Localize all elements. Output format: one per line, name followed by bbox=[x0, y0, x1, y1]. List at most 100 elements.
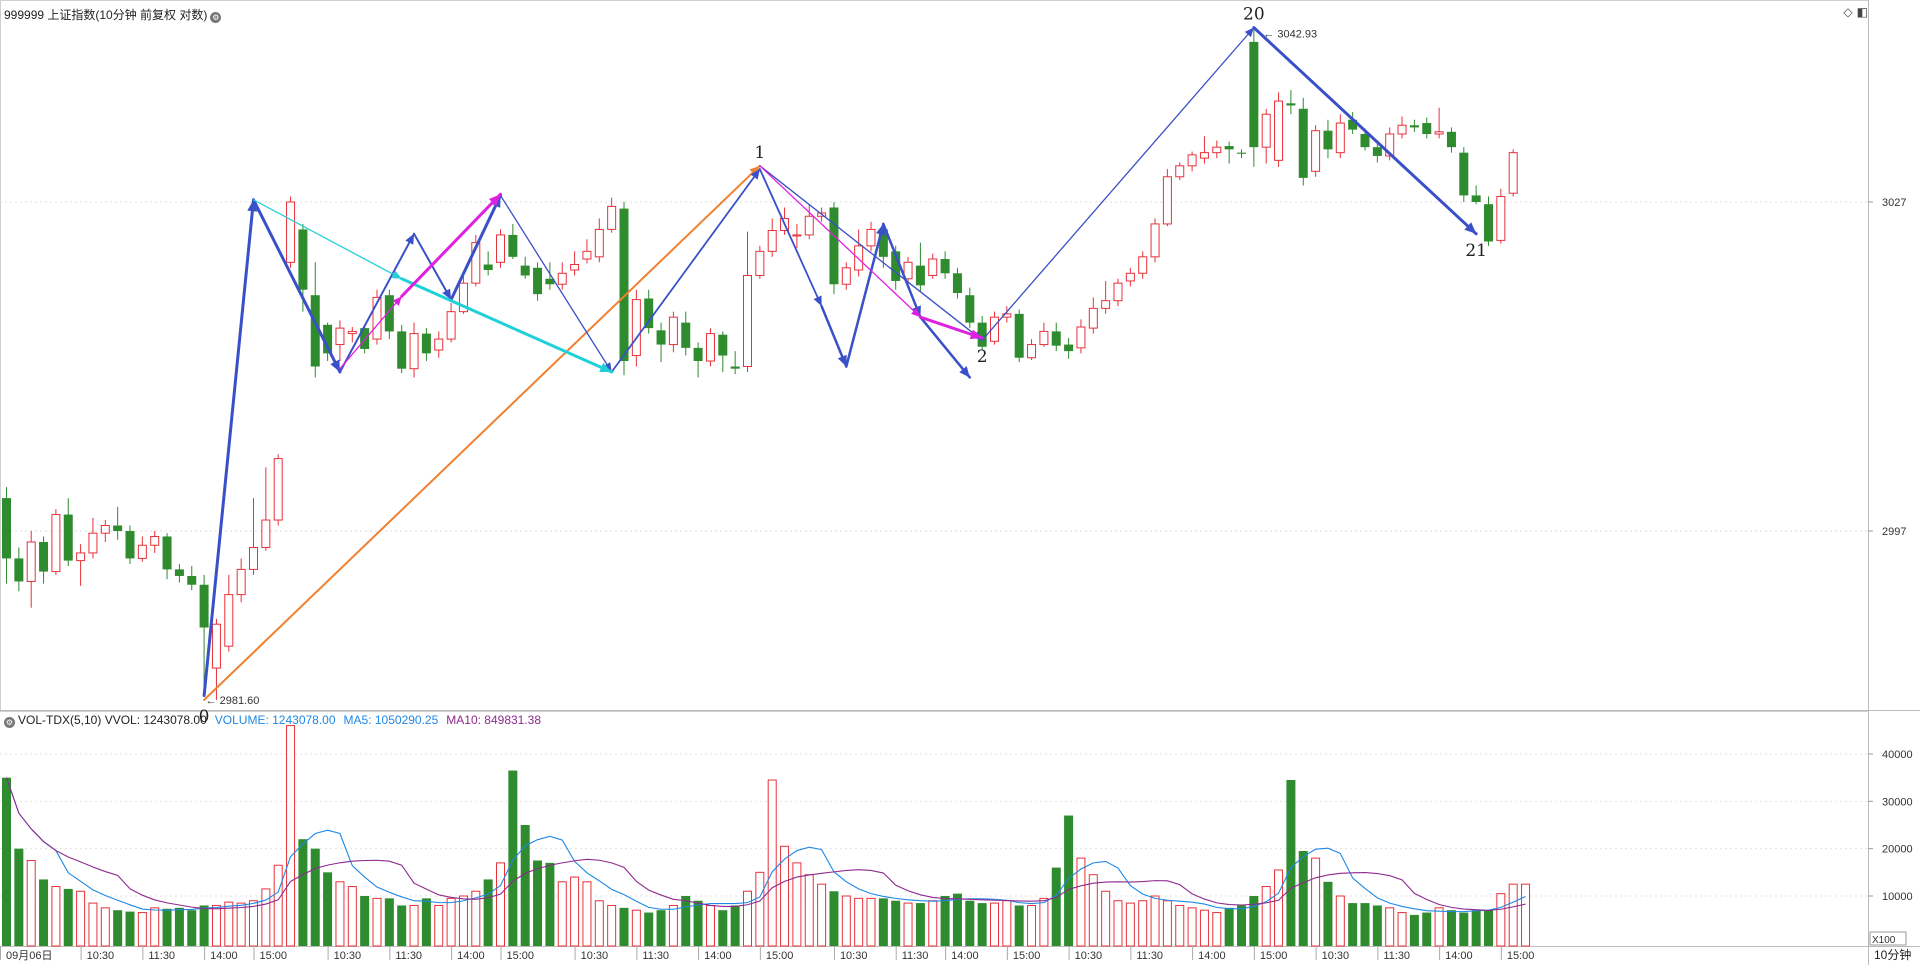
volume-bar bbox=[545, 862, 555, 946]
volume-bar bbox=[224, 901, 234, 947]
volume-bar bbox=[780, 845, 790, 947]
candle bbox=[804, 204, 814, 240]
candle-body bbox=[1360, 134, 1370, 148]
candle bbox=[137, 536, 147, 562]
volume-bar bbox=[137, 912, 147, 947]
candle bbox=[1237, 149, 1246, 159]
volume-bar bbox=[88, 902, 98, 947]
wave-line bbox=[610, 168, 761, 373]
volume-bar bbox=[1286, 780, 1296, 946]
candle bbox=[1224, 141, 1234, 164]
candle bbox=[1101, 280, 1111, 314]
wave-label: 0 bbox=[199, 707, 210, 727]
volume-bar bbox=[434, 904, 444, 947]
candle-body bbox=[693, 347, 703, 362]
volume-bar bbox=[323, 872, 333, 946]
candle bbox=[1014, 309, 1024, 363]
volume-bar bbox=[928, 900, 938, 947]
candle bbox=[1027, 339, 1037, 360]
candle-body bbox=[496, 234, 505, 263]
wave-arrowhead bbox=[330, 359, 340, 372]
candle-body bbox=[384, 295, 394, 332]
candle-body bbox=[1311, 130, 1321, 172]
volume-bar bbox=[76, 890, 86, 947]
candle-body bbox=[1125, 272, 1135, 282]
candle-body bbox=[866, 228, 876, 247]
candle-body bbox=[1076, 326, 1086, 349]
candle bbox=[1434, 107, 1444, 139]
volume-bar bbox=[421, 898, 431, 946]
volume-bar bbox=[1446, 910, 1456, 946]
candle bbox=[631, 289, 641, 367]
wave-line bbox=[203, 164, 761, 701]
candle bbox=[1508, 149, 1518, 197]
candle-body bbox=[520, 265, 530, 276]
candle-body bbox=[545, 278, 555, 285]
candle bbox=[162, 533, 172, 580]
volume-bar bbox=[582, 881, 592, 947]
candle-body bbox=[1385, 133, 1395, 157]
chart-title: 999999 上证指数(10分钟 前复权 对数) ⚙ bbox=[4, 6, 222, 23]
volume-bar bbox=[792, 862, 802, 947]
gear-icon[interactable]: ⚙ bbox=[210, 12, 222, 23]
volume-bar bbox=[1237, 905, 1246, 946]
candle bbox=[1496, 188, 1506, 244]
volume-bar bbox=[1298, 851, 1308, 946]
candle bbox=[384, 289, 394, 340]
volume-bar bbox=[384, 898, 394, 946]
candle bbox=[952, 267, 962, 299]
volume-tick-label: 20000 bbox=[1882, 844, 1913, 856]
candle-body bbox=[1064, 344, 1074, 352]
candle bbox=[2, 487, 11, 584]
volume-bar bbox=[1496, 893, 1506, 947]
volume-bar bbox=[668, 904, 678, 947]
candle-body bbox=[1335, 122, 1345, 154]
candle-body bbox=[829, 207, 839, 285]
candle bbox=[100, 520, 110, 542]
volume-bar bbox=[990, 902, 999, 947]
volume-bar bbox=[51, 886, 61, 947]
volume-bar bbox=[1249, 896, 1259, 946]
candle bbox=[1409, 119, 1419, 132]
window-icon[interactable]: ◧ bbox=[1856, 5, 1868, 19]
wave-line bbox=[339, 295, 403, 370]
volume-bar bbox=[1064, 815, 1074, 946]
volume-bar bbox=[1150, 895, 1160, 947]
wave-arrowhead bbox=[599, 362, 612, 373]
candle-body bbox=[1446, 131, 1456, 148]
volume-bar bbox=[730, 905, 740, 946]
candle-body bbox=[26, 541, 36, 582]
volume-bar bbox=[940, 896, 950, 946]
candle bbox=[63, 498, 73, 567]
wave-line bbox=[1252, 26, 1478, 236]
candle-body bbox=[990, 316, 999, 342]
candle-body bbox=[1348, 119, 1358, 130]
volume-bar bbox=[705, 904, 715, 947]
volume-bar bbox=[1014, 905, 1024, 946]
volume-bar bbox=[26, 860, 36, 947]
volume-bar bbox=[718, 910, 728, 946]
candle-body bbox=[1162, 176, 1172, 225]
volume-bar bbox=[681, 896, 691, 946]
volume-bar bbox=[471, 890, 481, 947]
wave-arrowhead bbox=[749, 165, 760, 177]
vol-title: VOL-TDX(5,10) VVOL: 1243078.00 bbox=[18, 713, 207, 727]
wave-label: 2 bbox=[977, 347, 988, 367]
candle bbox=[1335, 114, 1345, 159]
candle-body bbox=[1212, 146, 1222, 154]
gear-icon[interactable]: ⚙ bbox=[4, 717, 15, 728]
candle bbox=[940, 251, 950, 279]
candle-body bbox=[570, 264, 580, 271]
wave-line bbox=[820, 304, 848, 368]
candle bbox=[1076, 319, 1086, 354]
candle bbox=[249, 498, 258, 575]
volume-bar bbox=[952, 893, 962, 946]
diamond-icon[interactable]: ◇ bbox=[1843, 5, 1853, 19]
candle bbox=[977, 316, 987, 351]
candle-body bbox=[1051, 331, 1061, 346]
candle-body bbox=[668, 316, 678, 346]
wave-label: 20 bbox=[1243, 5, 1265, 25]
volume-bar bbox=[631, 909, 641, 947]
volume-tick-label: 30000 bbox=[1882, 796, 1913, 808]
